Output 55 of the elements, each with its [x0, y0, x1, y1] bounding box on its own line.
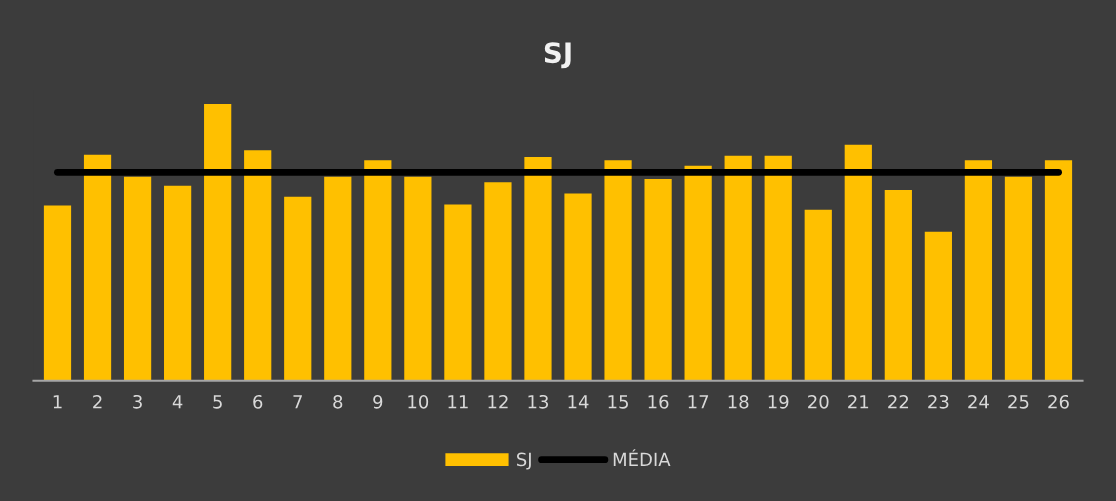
x-tick-label: 11 — [448, 395, 468, 409]
x-tick-label: 5 — [213, 395, 222, 409]
bar — [83, 154, 112, 381]
bar — [1004, 176, 1033, 381]
x-tick-label: 6 — [253, 394, 263, 409]
bar — [404, 176, 432, 381]
bar — [604, 160, 632, 381]
x-tick-label: 13 — [528, 394, 549, 409]
bar — [644, 179, 672, 381]
bar — [1044, 160, 1073, 381]
x-tick-label: 1 — [53, 395, 62, 409]
chart-title: SJ — [544, 42, 571, 69]
bar — [524, 156, 552, 381]
x-tick-label: 12 — [488, 394, 508, 409]
bar — [324, 176, 352, 381]
bar — [43, 205, 72, 381]
bar — [123, 176, 152, 381]
bar — [484, 182, 512, 381]
bar — [164, 185, 192, 381]
x-tick-label: 8 — [333, 394, 343, 409]
x-tick-label: 17 — [688, 395, 709, 409]
bar — [884, 190, 912, 381]
bar — [204, 104, 232, 381]
x-tick-label: 22 — [888, 394, 909, 409]
bar — [244, 150, 272, 381]
x-tick-label: 9 — [373, 394, 383, 409]
x-tick-label: 21 — [848, 394, 869, 409]
bar — [564, 193, 592, 381]
x-tick-label: 16 — [648, 394, 669, 409]
bar — [684, 165, 712, 381]
legend-label: SJ — [517, 452, 531, 470]
bar — [804, 209, 832, 381]
bar — [964, 160, 993, 381]
bar — [444, 204, 472, 381]
x-tick-label: 23 — [928, 394, 949, 409]
bar — [764, 155, 792, 381]
x-tick-label: 24 — [968, 394, 989, 409]
x-tick-label: 7 — [293, 395, 302, 409]
x-tick-label: 4 — [172, 395, 183, 409]
x-tick-label: 19 — [768, 394, 789, 409]
x-tick-label: 2 — [93, 394, 102, 409]
legend-label: MÉDIA — [613, 449, 671, 466]
x-tick-label: 26 — [1048, 394, 1069, 409]
x-tick-label: 25 — [1008, 394, 1029, 409]
x-tick-label: 10 — [408, 394, 429, 409]
bar — [844, 144, 872, 381]
bar — [284, 196, 312, 381]
x-tick-label: 14 — [568, 395, 589, 409]
x-tick-label: 3 — [133, 394, 142, 409]
bar — [364, 160, 392, 381]
x-tick-label: 20 — [808, 394, 829, 409]
bar — [924, 231, 952, 381]
bar — [724, 155, 752, 381]
x-tick-label: 15 — [608, 395, 628, 409]
x-tick-label: 18 — [728, 394, 749, 409]
